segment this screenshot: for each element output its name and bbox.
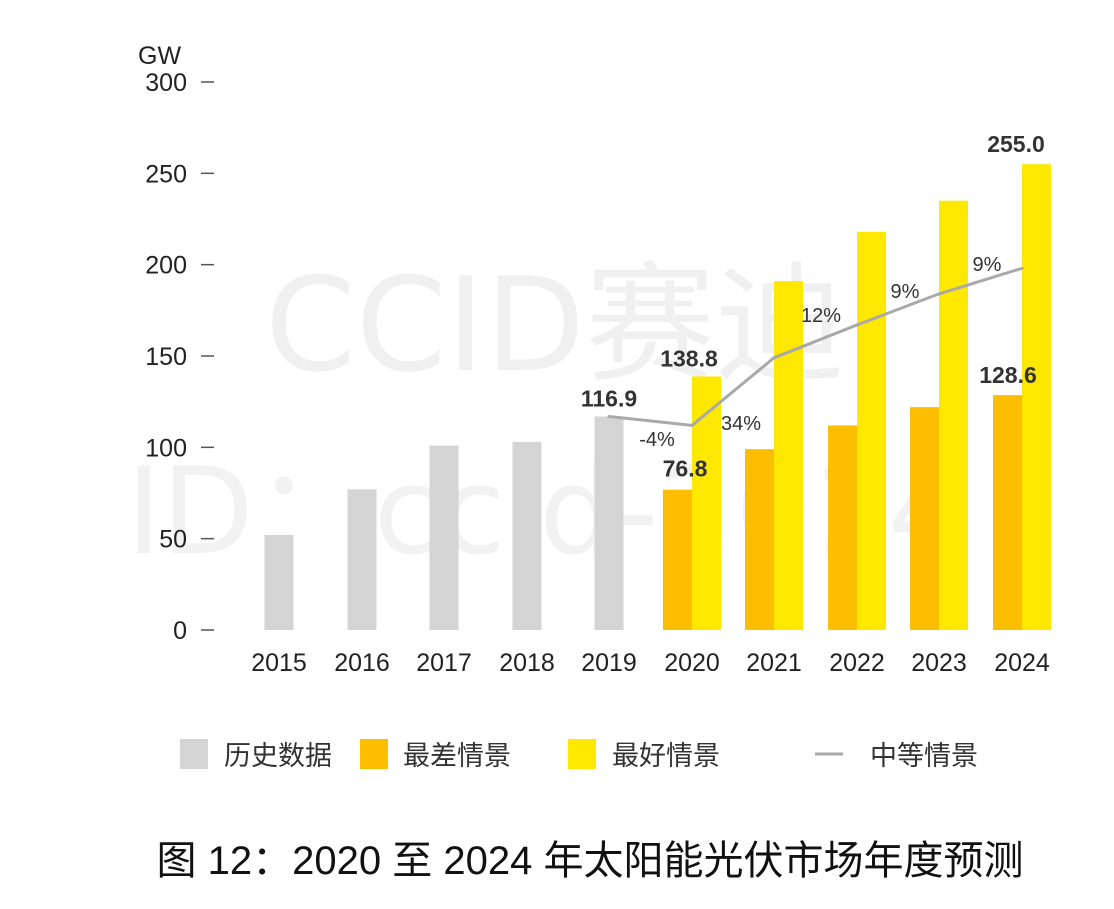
bar-historical-2017 (429, 445, 459, 630)
x-tick-label: 2021 (746, 649, 802, 677)
data-label: 116.9 (581, 385, 637, 411)
legend-label: 历史数据 (224, 741, 332, 771)
x-tick-label: 2023 (911, 649, 967, 677)
bar-worst-2024 (993, 395, 1022, 630)
y-tick-label: 300 (145, 69, 187, 97)
data-labels-layer: 116.9 138.8 76.8 255.0 128.6 -4% 34% 12% 9% 9% (581, 131, 1045, 482)
growth-label: -4% (639, 429, 675, 451)
x-axis: 2015 2016 2017 2018 2019 2020 2021 2022 2023 2024 (251, 649, 1050, 677)
bar-worst-2022 (828, 425, 857, 630)
y-tick-label: 50 (159, 526, 187, 554)
watermark-text: CCID赛迪 (265, 249, 845, 401)
bar-historical-2019 (594, 416, 624, 630)
growth-label: 12% (801, 305, 841, 327)
y-tick-label: 250 (145, 160, 187, 188)
line-point-medium (855, 323, 859, 327)
legend-label: 最差情景 (403, 741, 511, 771)
bar-historical-2018 (512, 441, 542, 630)
bar-worst-2020 (663, 489, 692, 630)
data-label: 76.8 (663, 456, 708, 482)
bar-historical-2016 (347, 489, 377, 630)
line-point-medium (607, 414, 611, 418)
data-label: 255.0 (987, 131, 1045, 157)
legend-label: 中等情景 (870, 741, 978, 771)
growth-label: 34% (721, 413, 761, 435)
chart-title: 图 12：2020 至 2024 年太阳能光伏市场年度预测 (157, 839, 1024, 883)
legend: 历史数据 最差情景 最好情景 中等情景 (180, 739, 978, 771)
bar-historical-2015 (264, 535, 294, 630)
line-layer (607, 266, 1024, 427)
legend-swatch (360, 739, 388, 769)
x-tick-label: 2019 (581, 649, 637, 677)
bar-best-2022 (857, 231, 886, 630)
y-tick-label: 150 (145, 343, 187, 371)
y-axis-unit: GW (138, 42, 181, 70)
legend-swatch (568, 739, 596, 769)
x-tick-label: 2024 (994, 649, 1050, 677)
bar-best-2023 (939, 200, 968, 630)
growth-label: 9% (973, 254, 1002, 276)
growth-label: 9% (891, 281, 920, 303)
bar-worst-2021 (745, 449, 774, 630)
y-tick-label: 0 (173, 617, 187, 645)
line-medium-scenario (608, 266, 1023, 427)
bar-best-2021 (774, 281, 803, 630)
x-tick-label: 2016 (334, 649, 390, 677)
y-tick-label: 100 (145, 434, 187, 462)
line-point-medium (690, 423, 694, 427)
data-label: 138.8 (660, 345, 718, 371)
bar-best-2020 (692, 376, 721, 630)
data-label: 128.6 (979, 362, 1037, 388)
bar-best-2024 (1022, 164, 1051, 630)
bars-layer (264, 164, 1051, 630)
legend-swatch (180, 739, 208, 769)
line-point-medium (772, 356, 776, 360)
x-tick-label: 2020 (664, 649, 720, 677)
bar-worst-2023 (910, 407, 939, 630)
legend-label: 最好情景 (612, 741, 720, 771)
x-tick-label: 2017 (416, 649, 472, 677)
y-tick-label: 200 (145, 252, 187, 280)
x-tick-label: 2015 (251, 649, 307, 677)
x-tick-label: 2022 (829, 649, 885, 677)
x-tick-label: 2018 (499, 649, 555, 677)
line-point-medium (937, 292, 941, 296)
line-point-medium (1020, 266, 1024, 270)
